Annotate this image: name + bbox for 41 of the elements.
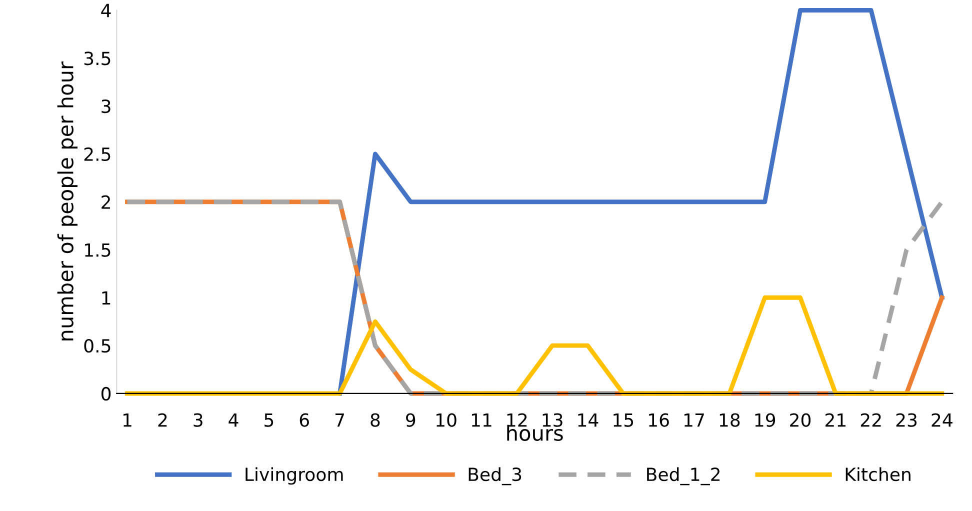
x-tick-label: 3 xyxy=(194,413,202,427)
line-series xyxy=(125,295,944,396)
x-tick-label: 8 xyxy=(370,413,380,427)
y-tick-label: 1 xyxy=(102,291,110,305)
x-tick-label: 15 xyxy=(614,413,634,427)
x-tick-label: 21 xyxy=(826,413,846,427)
x-tick-label: 22 xyxy=(860,413,881,427)
x-tick-label: 24 xyxy=(932,413,952,427)
x-tick-label: 12 xyxy=(507,413,527,427)
y-tick-label: 2 xyxy=(102,195,110,209)
x-tick-label: 16 xyxy=(649,413,669,427)
x-tick-label: 17 xyxy=(684,413,704,427)
x-tick-label: 14 xyxy=(578,413,598,427)
x-tick-label: 5 xyxy=(264,413,274,427)
y-tick-label: 4 xyxy=(101,4,111,18)
legend-label: Bed_3 xyxy=(468,467,522,486)
y-axis-title: number of people per hour xyxy=(57,61,78,340)
x-tick-label: 13 xyxy=(542,413,562,427)
legend-label: Livingroom xyxy=(246,467,343,485)
y-tick-label: 2.5 xyxy=(84,147,110,162)
x-tick-label: 23 xyxy=(896,413,917,427)
legend-label: Bed_1_2 xyxy=(647,467,720,486)
x-tick-label: 11 xyxy=(472,413,492,427)
x-tick-label: 4 xyxy=(228,413,238,427)
x-tick-label: 7 xyxy=(336,413,344,427)
y-tick-label: 0 xyxy=(101,386,111,401)
x-tick-label: 6 xyxy=(300,413,309,427)
legend-label: Kitchen xyxy=(846,467,910,482)
x-tick-label: 18 xyxy=(720,413,740,427)
x-tick-label: 19 xyxy=(755,413,776,427)
y-tick-label: 1.5 xyxy=(85,243,110,257)
x-tick-label: 2 xyxy=(158,413,167,427)
y-tick-label: 3.5 xyxy=(84,52,110,66)
x-axis-title: hours xyxy=(507,424,563,441)
y-tick-label: 3 xyxy=(102,99,110,114)
x-tick-label: 9 xyxy=(406,413,416,427)
y-tick-label: 0.5 xyxy=(84,339,110,353)
x-tick-label: 10 xyxy=(436,413,456,427)
line-series xyxy=(338,8,944,396)
x-tick-label: 1 xyxy=(124,413,132,427)
x-tick-label: 20 xyxy=(790,413,811,427)
